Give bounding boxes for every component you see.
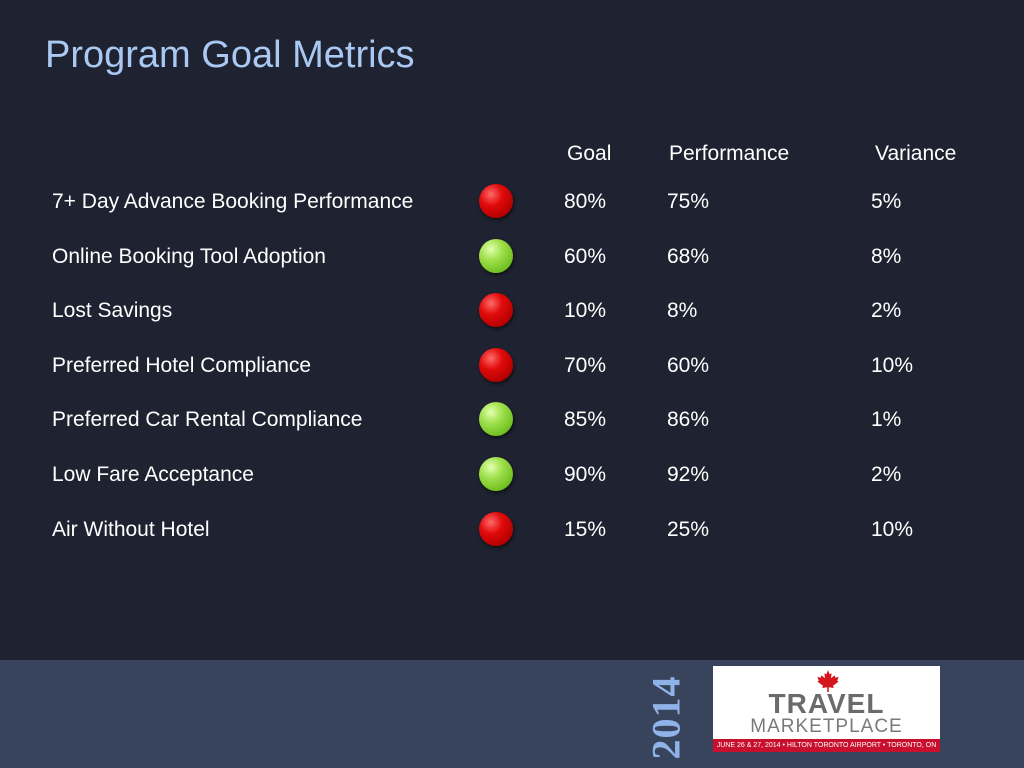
performance-value: 92% xyxy=(667,463,710,486)
performance-value: 68% xyxy=(667,245,710,268)
status-indicator-red xyxy=(479,348,513,382)
performance-value: 8% xyxy=(667,299,698,322)
metric-name: Low Fare Acceptance xyxy=(52,463,254,486)
goal-value: 85% xyxy=(564,408,607,431)
goal-value: 15% xyxy=(564,518,607,541)
variance-value: 8% xyxy=(871,245,902,268)
table-row: Online Booking Tool Adoption 60% 68% 8% xyxy=(0,237,1024,277)
table-row: Preferred Car Rental Compliance 85% 86% … xyxy=(0,400,1024,440)
goal-value: 10% xyxy=(564,299,607,322)
performance-value: 60% xyxy=(667,354,710,377)
table-row: Preferred Hotel Compliance 70% 60% 10% xyxy=(0,346,1024,386)
goal-value: 70% xyxy=(564,354,607,377)
table-row: 7+ Day Advance Booking Performance 80% 7… xyxy=(0,182,1024,222)
logo-title: TRAVEL xyxy=(768,688,885,719)
page-title: Program Goal Metrics xyxy=(45,34,415,76)
metric-name: Online Booking Tool Adoption xyxy=(52,245,326,268)
goal-value: 60% xyxy=(564,245,607,268)
status-indicator-red xyxy=(479,512,513,546)
header-variance: Variance xyxy=(875,142,957,165)
performance-value: 75% xyxy=(667,190,710,213)
metric-name: Lost Savings xyxy=(52,299,173,322)
variance-value: 5% xyxy=(871,190,902,213)
table-row: Air Without Hotel 15% 25% 10% xyxy=(0,510,1024,550)
variance-value: 2% xyxy=(871,463,902,486)
variance-value: 2% xyxy=(871,299,902,322)
table-row: Low Fare Acceptance 90% 92% 2% xyxy=(0,455,1024,495)
performance-value: 86% xyxy=(667,408,710,431)
metric-name: Preferred Hotel Compliance xyxy=(52,354,312,377)
status-indicator-red xyxy=(479,293,513,327)
variance-value: 10% xyxy=(871,354,914,377)
status-indicator-green xyxy=(479,402,513,436)
performance-value: 25% xyxy=(667,518,710,541)
status-indicator-green xyxy=(479,457,513,491)
goal-value: 80% xyxy=(564,190,607,213)
status-indicator-red xyxy=(479,184,513,218)
variance-value: 10% xyxy=(871,518,914,541)
metric-name: Air Without Hotel xyxy=(52,518,210,541)
travel-marketplace-logo: TRAVEL MARKETPLACE JUNE 26 & 27, 2014 • … xyxy=(713,666,940,752)
year-label: 2014 xyxy=(643,675,689,760)
variance-value: 1% xyxy=(871,408,902,431)
logo-subtitle: MARKETPLACE xyxy=(750,716,903,737)
table-row: Lost Savings 10% 8% 2% xyxy=(0,291,1024,331)
header-goal: Goal xyxy=(567,142,612,165)
logo-event-details: JUNE 26 & 27, 2014 • HILTON TORONTO AIRP… xyxy=(713,739,940,752)
metric-name: 7+ Day Advance Booking Performance xyxy=(52,190,414,213)
goal-value: 90% xyxy=(564,463,607,486)
metric-name: Preferred Car Rental Compliance xyxy=(52,408,363,431)
status-indicator-green xyxy=(479,239,513,273)
footer-year: 2014 xyxy=(642,675,690,760)
header-performance: Performance xyxy=(669,142,790,165)
maple-leaf-icon xyxy=(817,670,839,692)
